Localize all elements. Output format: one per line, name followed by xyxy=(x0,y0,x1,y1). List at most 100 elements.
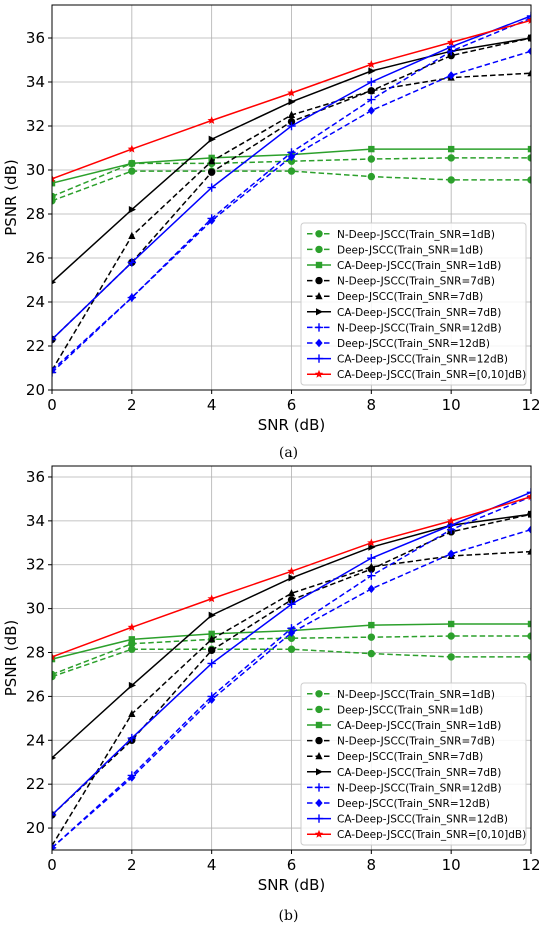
legend-label: CA-Deep-JSCC(Train_SNR=1dB) xyxy=(337,260,501,272)
data-point xyxy=(207,646,216,655)
legend-label: Deep-JSCC(Train_SNR=7dB) xyxy=(337,291,483,303)
legend-label: N-Deep-JSCC(Train_SNR=12dB) xyxy=(337,782,502,794)
data-point xyxy=(207,594,216,603)
data-point xyxy=(446,516,456,525)
data-point xyxy=(128,709,136,717)
legend-marker xyxy=(315,245,323,254)
data-point xyxy=(367,106,375,115)
legend-label: N-Deep-JSCC(Train_SNR=7dB) xyxy=(337,736,495,748)
y-tick-label: 34 xyxy=(26,73,45,91)
data-point xyxy=(208,611,216,619)
data-point xyxy=(52,652,57,661)
data-point xyxy=(288,574,296,582)
data-point xyxy=(128,773,136,782)
data-point xyxy=(367,584,375,594)
data-point xyxy=(447,632,455,640)
y-tick-label: 36 xyxy=(26,468,45,486)
data-point xyxy=(52,180,56,187)
legend-entry: CA-Deep-JSCC(Train_SNR=[0,10]dB) xyxy=(307,369,526,381)
data-point xyxy=(367,649,376,658)
data-point xyxy=(287,628,296,637)
legend-marker xyxy=(315,721,323,729)
y-tick-label: 30 xyxy=(26,600,45,618)
data-point xyxy=(447,549,455,558)
x-tick-label: 8 xyxy=(367,856,377,874)
data-point xyxy=(207,168,216,176)
data-point xyxy=(127,258,137,267)
legend-box xyxy=(300,682,527,846)
data-point xyxy=(447,154,455,162)
data-point xyxy=(367,571,376,580)
legend-entry: CA-Deep-JSCC(Train_SNR=7dB) xyxy=(307,767,501,779)
legend-entry: Deep-JSCC(Train_SNR=12dB) xyxy=(307,338,490,350)
data-point xyxy=(127,144,137,153)
x-tick-label: 8 xyxy=(367,396,377,414)
data-point xyxy=(368,145,375,153)
data-point xyxy=(128,681,137,690)
legend-label: CA-Deep-JSCC(Train_SNR=1dB) xyxy=(337,720,501,732)
data-point xyxy=(446,38,456,46)
data-point xyxy=(287,121,296,131)
data-point xyxy=(128,167,136,175)
y-tick-label: 26 xyxy=(26,249,45,267)
legend-entry: N-Deep-JSCC(Train_SNR=1dB) xyxy=(307,689,495,701)
data-point xyxy=(128,293,136,302)
data-point xyxy=(287,566,296,575)
data-point xyxy=(207,183,216,192)
x-tick-label: 6 xyxy=(287,856,297,874)
data-point xyxy=(52,755,57,760)
y-tick-label: 24 xyxy=(26,731,45,749)
legend-entry: N-Deep-JSCC(Train_SNR=1dB) xyxy=(307,229,495,241)
x-tick-label: 10 xyxy=(442,396,461,414)
data-point xyxy=(127,733,137,743)
data-point xyxy=(528,34,531,42)
legend-marker xyxy=(316,308,324,316)
legend-box xyxy=(300,222,527,386)
x-tick-label: 4 xyxy=(207,856,217,874)
x-tick-label: 0 xyxy=(47,396,57,414)
legend-label: CA-Deep-JSCC(Train_SNR=[0,10]dB) xyxy=(337,369,526,381)
legend-marker xyxy=(314,814,324,823)
data-point xyxy=(367,172,376,181)
x-tick-label: 4 xyxy=(207,396,217,414)
legend-entry: N-Deep-JSCC(Train_SNR=12dB) xyxy=(307,782,502,794)
legend-label: Deep-JSCC(Train_SNR=12dB) xyxy=(337,798,490,810)
legend-entry: Deep-JSCC(Train_SNR=12dB) xyxy=(307,798,490,810)
legend-label: CA-Deep-JSCC(Train_SNR=[0,10]dB) xyxy=(337,829,526,841)
y-tick-label: 32 xyxy=(26,117,45,135)
legend-marker xyxy=(315,276,323,285)
y-tick-label: 20 xyxy=(26,381,45,399)
data-point xyxy=(528,510,531,518)
legend-entry: Deep-JSCC(Train_SNR=1dB) xyxy=(307,244,483,256)
data-point xyxy=(52,843,56,850)
data-point xyxy=(526,14,531,23)
data-point xyxy=(52,810,57,820)
data-point xyxy=(287,110,296,118)
data-point xyxy=(52,366,56,375)
data-point xyxy=(368,67,376,75)
legend-label: CA-Deep-JSCC(Train_SNR=7dB) xyxy=(337,767,501,779)
legend-marker xyxy=(314,369,324,378)
data-point xyxy=(128,160,136,167)
data-point xyxy=(526,16,531,24)
legend-entry: CA-Deep-JSCC(Train_SNR=12dB) xyxy=(307,814,508,826)
y-tick-label: 28 xyxy=(26,205,45,223)
legend-marker xyxy=(315,690,323,698)
data-point xyxy=(207,659,216,668)
data-point xyxy=(367,633,376,641)
data-point xyxy=(52,280,57,285)
legend-label: N-Deep-JSCC(Train_SNR=1dB) xyxy=(337,229,495,241)
y-tick-label: 22 xyxy=(26,775,45,793)
data-point xyxy=(128,231,136,239)
data-point xyxy=(127,622,137,631)
data-point xyxy=(287,152,296,161)
legend-label: N-Deep-JSCC(Train_SNR=7dB) xyxy=(337,276,495,288)
legend-marker xyxy=(316,768,324,776)
legend-marker xyxy=(315,798,323,808)
legend-marker xyxy=(314,829,324,838)
legend-label: Deep-JSCC(Train_SNR=12dB) xyxy=(337,338,490,350)
legend-marker xyxy=(314,354,324,363)
x-tick-label: 10 xyxy=(442,856,461,874)
